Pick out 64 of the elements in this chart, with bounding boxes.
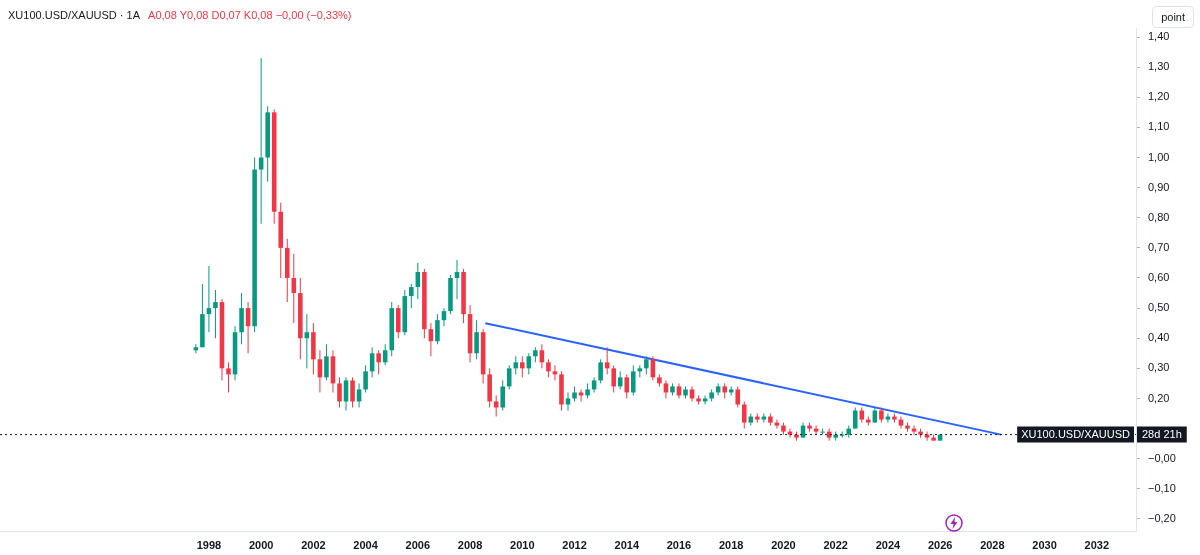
candlestick <box>350 376 355 409</box>
candlestick <box>546 358 551 378</box>
x-tick-label: 2026 <box>927 538 953 551</box>
x-tick-label: 2024 <box>875 538 902 551</box>
candlestick <box>506 364 512 390</box>
candlestick <box>611 364 616 393</box>
x-tick-label: 2018 <box>718 538 744 551</box>
x-tick-label: 2012 <box>562 538 587 551</box>
y-tick-label: 0,50 <box>1148 301 1170 314</box>
y-tick-label: 0,90 <box>1148 180 1170 193</box>
y-tick-label: 0,40 <box>1148 331 1170 344</box>
x-tick-label: 2028 <box>980 538 1005 551</box>
candlestick <box>852 407 858 430</box>
x-tick-label: 2004 <box>353 538 379 551</box>
candlestick <box>474 319 479 360</box>
candlestick <box>644 355 649 375</box>
candlestick <box>520 355 525 378</box>
x-tick-label: 2022 <box>823 538 848 551</box>
candlestick <box>324 343 329 381</box>
y-tick-label: −0,20 <box>1148 511 1176 524</box>
candlestick <box>513 355 519 375</box>
x-tick-label: 2006 <box>405 538 431 551</box>
x-tick-label: 2000 <box>248 538 274 551</box>
y-tick-label: 1,20 <box>1148 90 1170 103</box>
y-tick-label: 1,10 <box>1148 120 1170 133</box>
candlestick <box>435 313 440 345</box>
x-tick-label: 2030 <box>1032 538 1057 551</box>
y-tick-label: −0,00 <box>1148 451 1176 464</box>
x-tick-label: 2032 <box>1084 538 1110 551</box>
y-tick-label: 0,80 <box>1148 210 1170 223</box>
chart-title: XU100.USD/XAUUSD · 1A <box>8 9 141 21</box>
x-tick-label: 2014 <box>614 538 640 551</box>
y-tick-label: 0,60 <box>1148 271 1170 284</box>
x-tick-label: 2002 <box>301 538 326 551</box>
candlestick <box>337 376 342 409</box>
candlestick <box>376 349 381 375</box>
ref-line-label: XU100.USD/XAUUSD <box>1021 427 1131 440</box>
candlestick <box>741 400 747 430</box>
x-tick-label: 2020 <box>771 538 796 551</box>
candlestick <box>735 385 741 409</box>
candlestick <box>409 283 414 309</box>
text: point <box>1152 6 1194 28</box>
candlestick <box>624 373 630 399</box>
candlestick <box>493 394 499 418</box>
candlestick <box>213 289 218 339</box>
y-tick-label: 0,70 <box>1148 240 1170 253</box>
candlestick <box>363 364 368 393</box>
chart-subtitle: A0,08 Y0,08 D0,07 K0,08 −0,00 (−0,33%) <box>148 9 352 21</box>
x-tick-label: 2016 <box>666 538 692 551</box>
x-tick-label: 2010 <box>510 538 535 551</box>
candlestick <box>617 370 623 390</box>
candlestick <box>226 361 231 393</box>
candlestick <box>598 358 603 384</box>
y-tick-label: 1,40 <box>1148 30 1170 43</box>
y-tick-label: 0,20 <box>1148 391 1170 404</box>
y-tick-label: 1,00 <box>1148 150 1170 163</box>
x-tick-label: 2008 <box>457 538 483 551</box>
text: 28d 21h <box>1142 427 1182 440</box>
y-tick-label: 1,30 <box>1148 60 1170 73</box>
y-tick-label: −0,10 <box>1148 481 1176 494</box>
y-tick-label: 0,30 <box>1148 361 1170 374</box>
candlestick <box>500 379 505 412</box>
x-tick-label: 1998 <box>196 538 222 551</box>
candlestick <box>631 364 636 396</box>
